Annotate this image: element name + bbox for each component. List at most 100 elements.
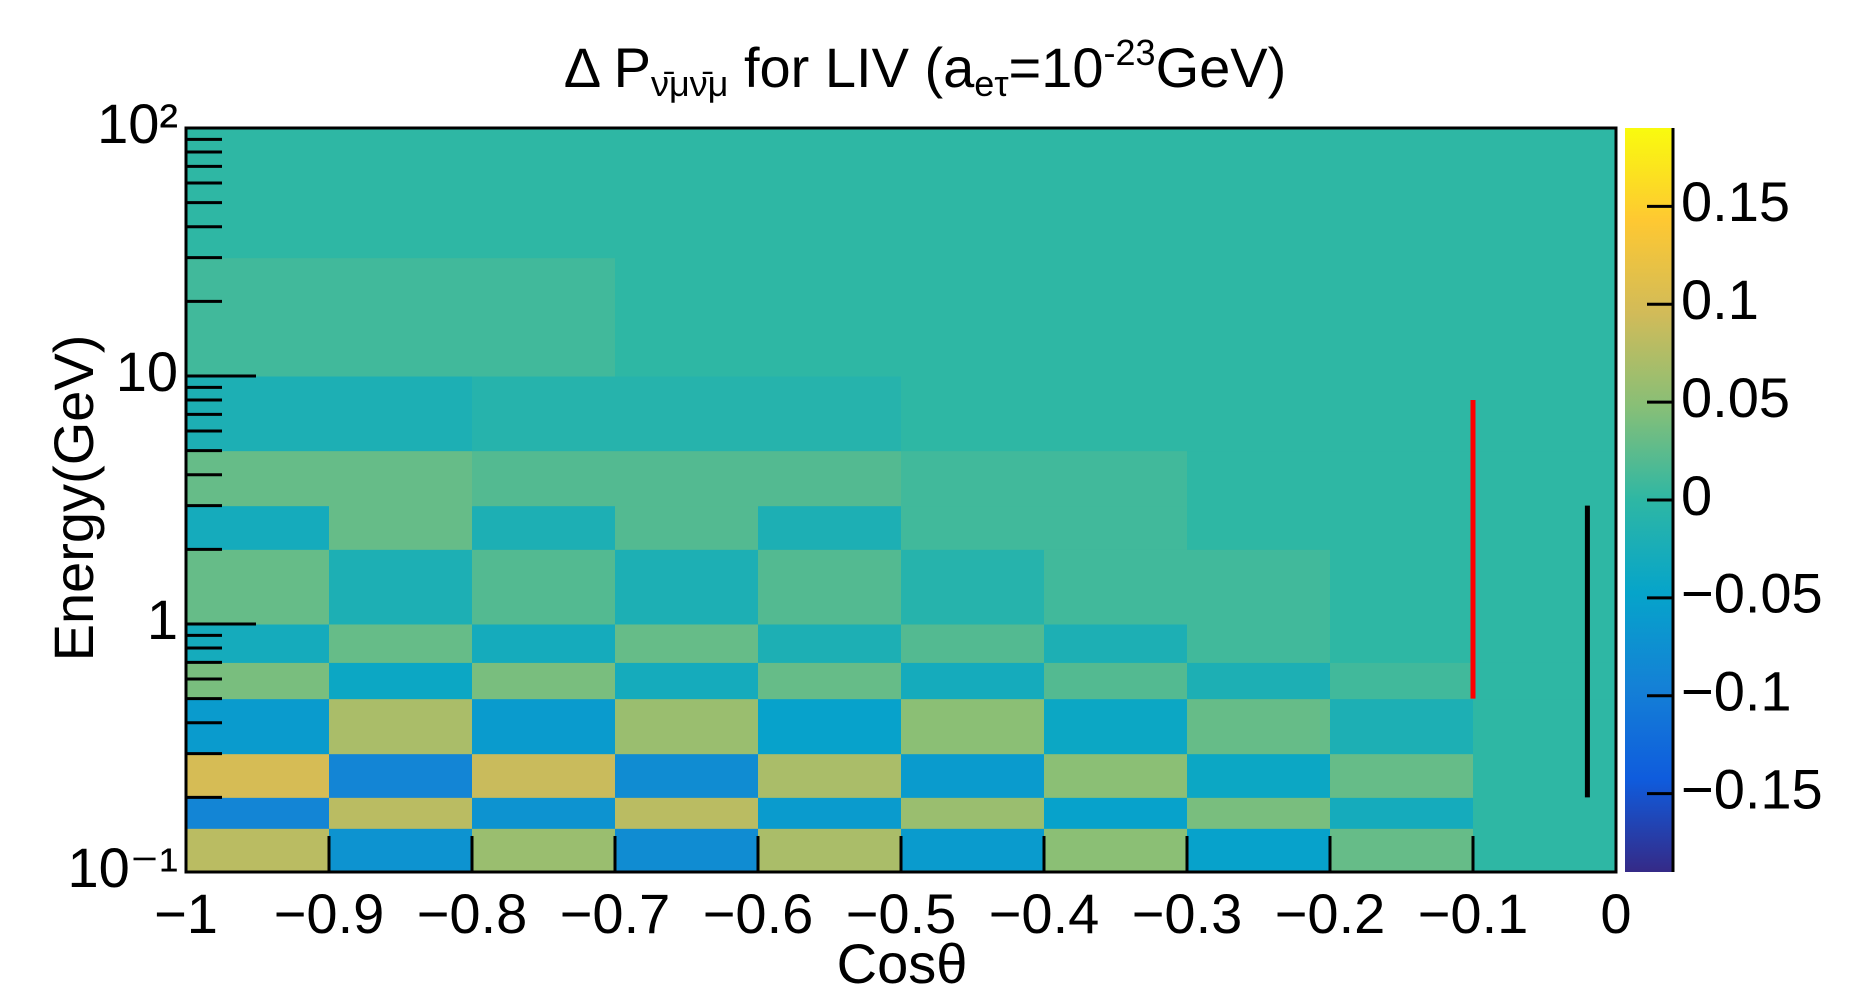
heat-cell bbox=[758, 257, 902, 377]
heat-cell bbox=[1330, 450, 1474, 507]
heat-cell bbox=[186, 505, 330, 550]
heat-cell bbox=[901, 624, 1045, 663]
heat-cell bbox=[1044, 505, 1188, 550]
heat-cell bbox=[186, 549, 330, 625]
title-part: =10 bbox=[1009, 36, 1104, 99]
heat-cell bbox=[901, 505, 1045, 550]
x-tick-label: −0.5 bbox=[846, 882, 957, 945]
heat-cell bbox=[1044, 624, 1188, 663]
heat-cell bbox=[901, 257, 1045, 377]
heat-cell bbox=[615, 698, 759, 755]
heat-cell bbox=[1187, 828, 1331, 873]
x-tick-label: −0.1 bbox=[1418, 882, 1529, 945]
heat-cell bbox=[186, 624, 330, 663]
heat-cell bbox=[1473, 828, 1617, 873]
heat-cell bbox=[329, 450, 473, 507]
y-tick-label: 10⁻¹ bbox=[68, 836, 179, 899]
heat-cell bbox=[758, 128, 902, 259]
heat-cell bbox=[186, 450, 330, 507]
heat-cell bbox=[1044, 450, 1188, 507]
heat-cell bbox=[186, 257, 330, 377]
heat-cell bbox=[1187, 257, 1331, 377]
heat-cell bbox=[758, 662, 902, 700]
heat-cell bbox=[1330, 797, 1474, 829]
heat-cell bbox=[472, 549, 616, 625]
heat-cell bbox=[758, 376, 902, 452]
heat-cell bbox=[186, 828, 330, 873]
heat-cell bbox=[901, 450, 1045, 507]
heat-cell bbox=[1187, 128, 1331, 259]
heat-cell bbox=[1044, 662, 1188, 700]
heat-cell bbox=[615, 624, 759, 663]
heat-cell bbox=[615, 753, 759, 798]
x-tick-label: 0 bbox=[1600, 882, 1631, 945]
heat-cell bbox=[1187, 698, 1331, 755]
heat-cell bbox=[1330, 624, 1474, 663]
x-tick-label: −0.7 bbox=[560, 882, 671, 945]
title-part: for LIV (a bbox=[728, 36, 975, 99]
heat-cell bbox=[615, 662, 759, 700]
heat-cell bbox=[901, 797, 1045, 829]
heat-cell bbox=[1473, 753, 1617, 798]
heat-cell bbox=[1473, 128, 1617, 259]
heat-cell bbox=[1330, 128, 1474, 259]
title-part: GeV) bbox=[1156, 36, 1287, 99]
heat-cell bbox=[1473, 549, 1617, 625]
heat-cell bbox=[1330, 662, 1474, 700]
heat-cell bbox=[1473, 662, 1617, 700]
heat-cell bbox=[758, 698, 902, 755]
heat-cell bbox=[1473, 505, 1617, 550]
heat-cell bbox=[472, 505, 616, 550]
title-part: eτ bbox=[974, 63, 1008, 104]
heat-cell bbox=[472, 828, 616, 873]
colorbar-tick-label: −0.05 bbox=[1681, 562, 1823, 625]
heat-cell bbox=[186, 662, 330, 700]
heat-cell bbox=[329, 662, 473, 700]
heat-cell bbox=[901, 753, 1045, 798]
heat-cell bbox=[186, 128, 330, 259]
heat-cell bbox=[1187, 549, 1331, 625]
heat-cell bbox=[329, 376, 473, 452]
heat-cell bbox=[1044, 797, 1188, 829]
heat-cell bbox=[1187, 797, 1331, 829]
heat-cell bbox=[1187, 376, 1331, 452]
y-tick-label: 10² bbox=[97, 92, 178, 155]
heat-cell bbox=[1473, 376, 1617, 452]
heat-cell bbox=[472, 624, 616, 663]
heat-cell bbox=[472, 128, 616, 259]
y-tick-label: 10 bbox=[116, 340, 178, 403]
title-part: -23 bbox=[1104, 32, 1156, 73]
colorbar-tick-label: 0 bbox=[1681, 464, 1712, 527]
heat-cell bbox=[615, 257, 759, 377]
heat-cell bbox=[329, 128, 473, 259]
heat-cell bbox=[329, 828, 473, 873]
heat-cell bbox=[186, 698, 330, 755]
colorbar-tick-label: 0.05 bbox=[1681, 366, 1790, 429]
heat-cell bbox=[1330, 505, 1474, 550]
heat-cell bbox=[758, 549, 902, 625]
heat-cell bbox=[329, 753, 473, 798]
heat-cell bbox=[615, 505, 759, 550]
heat-cell bbox=[329, 505, 473, 550]
heat-cell bbox=[472, 662, 616, 700]
heat-cell bbox=[1187, 624, 1331, 663]
title-part: Δ P bbox=[564, 36, 651, 99]
heat-cell bbox=[758, 828, 902, 873]
colorbar-tick-label: 0.1 bbox=[1681, 268, 1759, 331]
colorbar-tick-label: −0.15 bbox=[1681, 757, 1823, 820]
x-tick-label: −1 bbox=[154, 882, 218, 945]
heat-cell bbox=[1330, 698, 1474, 755]
heat-cell bbox=[758, 624, 902, 663]
colorbar-tick-label: 0.15 bbox=[1681, 170, 1790, 233]
heat-cell bbox=[472, 797, 616, 829]
heat-cell bbox=[901, 549, 1045, 625]
heat-cell bbox=[1330, 828, 1474, 873]
heat-cell bbox=[186, 797, 330, 829]
heat-cell bbox=[615, 828, 759, 873]
heat-cell bbox=[472, 376, 616, 452]
heat-cell bbox=[1473, 797, 1617, 829]
heat-cell bbox=[1330, 257, 1474, 377]
heat-cell bbox=[901, 698, 1045, 755]
heat-cell bbox=[758, 450, 902, 507]
